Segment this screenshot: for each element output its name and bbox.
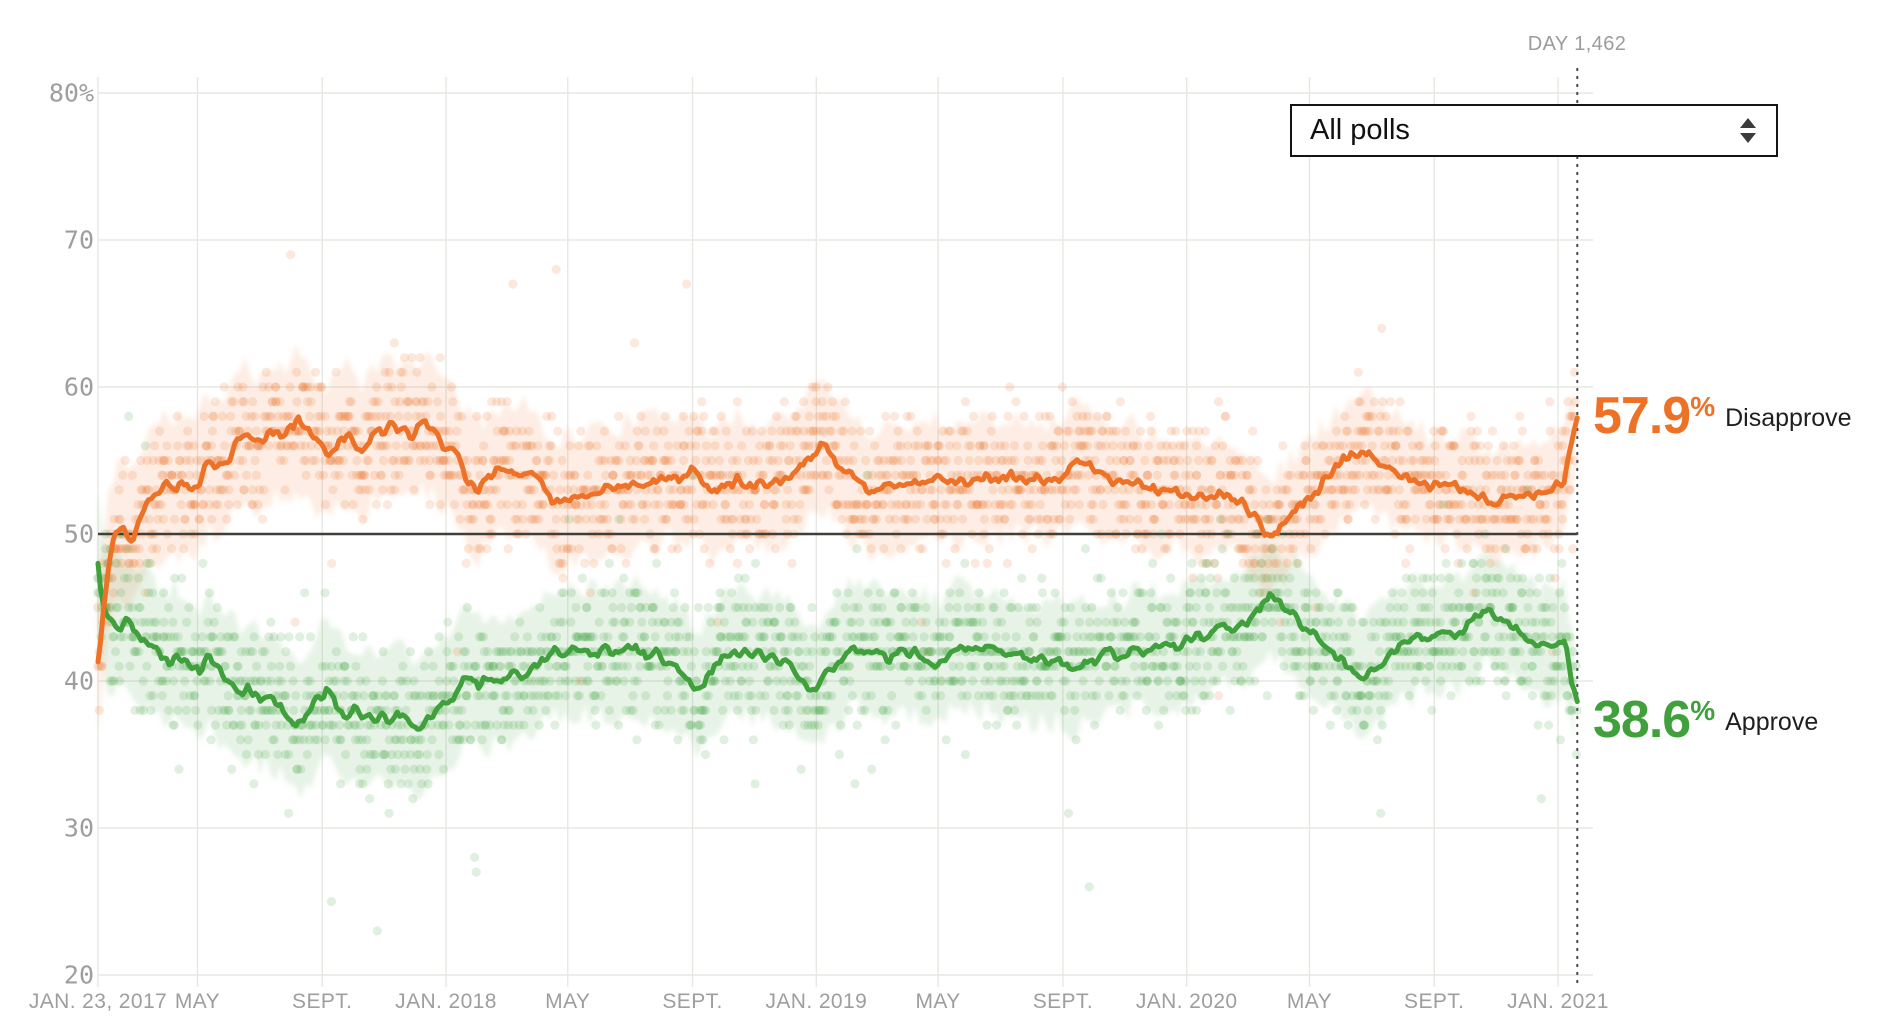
svg-text:JAN. 2020: JAN. 2020: [1136, 990, 1238, 1013]
svg-text:30: 30: [64, 814, 94, 843]
y-axis-labels: 80% 70 60 50 40 30 20: [49, 79, 94, 990]
svg-text:MAY: MAY: [175, 990, 220, 1013]
svg-text:JAN. 2019: JAN. 2019: [766, 990, 868, 1013]
poll-filter-value: All polls: [1310, 114, 1410, 146]
disapprove-percent-sign: %: [1690, 391, 1716, 422]
disapprove-trend-line: [95, 414, 1580, 665]
approve-end-label: 38.6 % Approve: [1593, 694, 1818, 746]
svg-text:80%: 80%: [49, 79, 94, 108]
svg-text:SEPT.: SEPT.: [1404, 990, 1464, 1013]
vertical-gridlines: [97, 77, 1559, 987]
svg-text:70: 70: [64, 226, 94, 255]
approve-percent-sign: %: [1690, 695, 1716, 726]
svg-text:MAY: MAY: [916, 990, 961, 1013]
svg-text:SEPT.: SEPT.: [1033, 990, 1093, 1013]
svg-text:60: 60: [64, 373, 94, 402]
svg-text:JAN. 2021: JAN. 2021: [1507, 990, 1609, 1013]
day-marker-label: DAY 1,462: [1527, 33, 1627, 55]
disapprove-end-label: 57.9 % Disapprove: [1593, 390, 1852, 442]
svg-text:50: 50: [64, 520, 94, 549]
approve-value: 38.6: [1593, 691, 1691, 749]
updown-arrows-icon: [1740, 118, 1756, 143]
x-axis-labels: JAN. 23, 2017 MAY SEPT. JAN. 2018 MAY SEPT. JA…: [29, 990, 1609, 1013]
poll-filter-select[interactable]: All polls: [1290, 104, 1778, 157]
disapprove-series-label: Disapprove: [1725, 404, 1852, 432]
svg-text:MAY: MAY: [545, 990, 590, 1013]
disapprove-value: 57.9: [1593, 387, 1691, 445]
svg-text:JAN. 2018: JAN. 2018: [395, 990, 497, 1013]
svg-text:SEPT.: SEPT.: [292, 990, 352, 1013]
svg-text:MAY: MAY: [1287, 990, 1332, 1013]
svg-text:SEPT.: SEPT.: [662, 990, 722, 1013]
approve-poll-dots: [93, 411, 1582, 936]
approve-series-label: Approve: [1725, 708, 1819, 736]
svg-text:JAN. 23, 2017: JAN. 23, 2017: [29, 990, 167, 1013]
svg-text:40: 40: [64, 667, 94, 696]
svg-text:20: 20: [64, 961, 94, 990]
approve-trend-line: [95, 560, 1580, 732]
